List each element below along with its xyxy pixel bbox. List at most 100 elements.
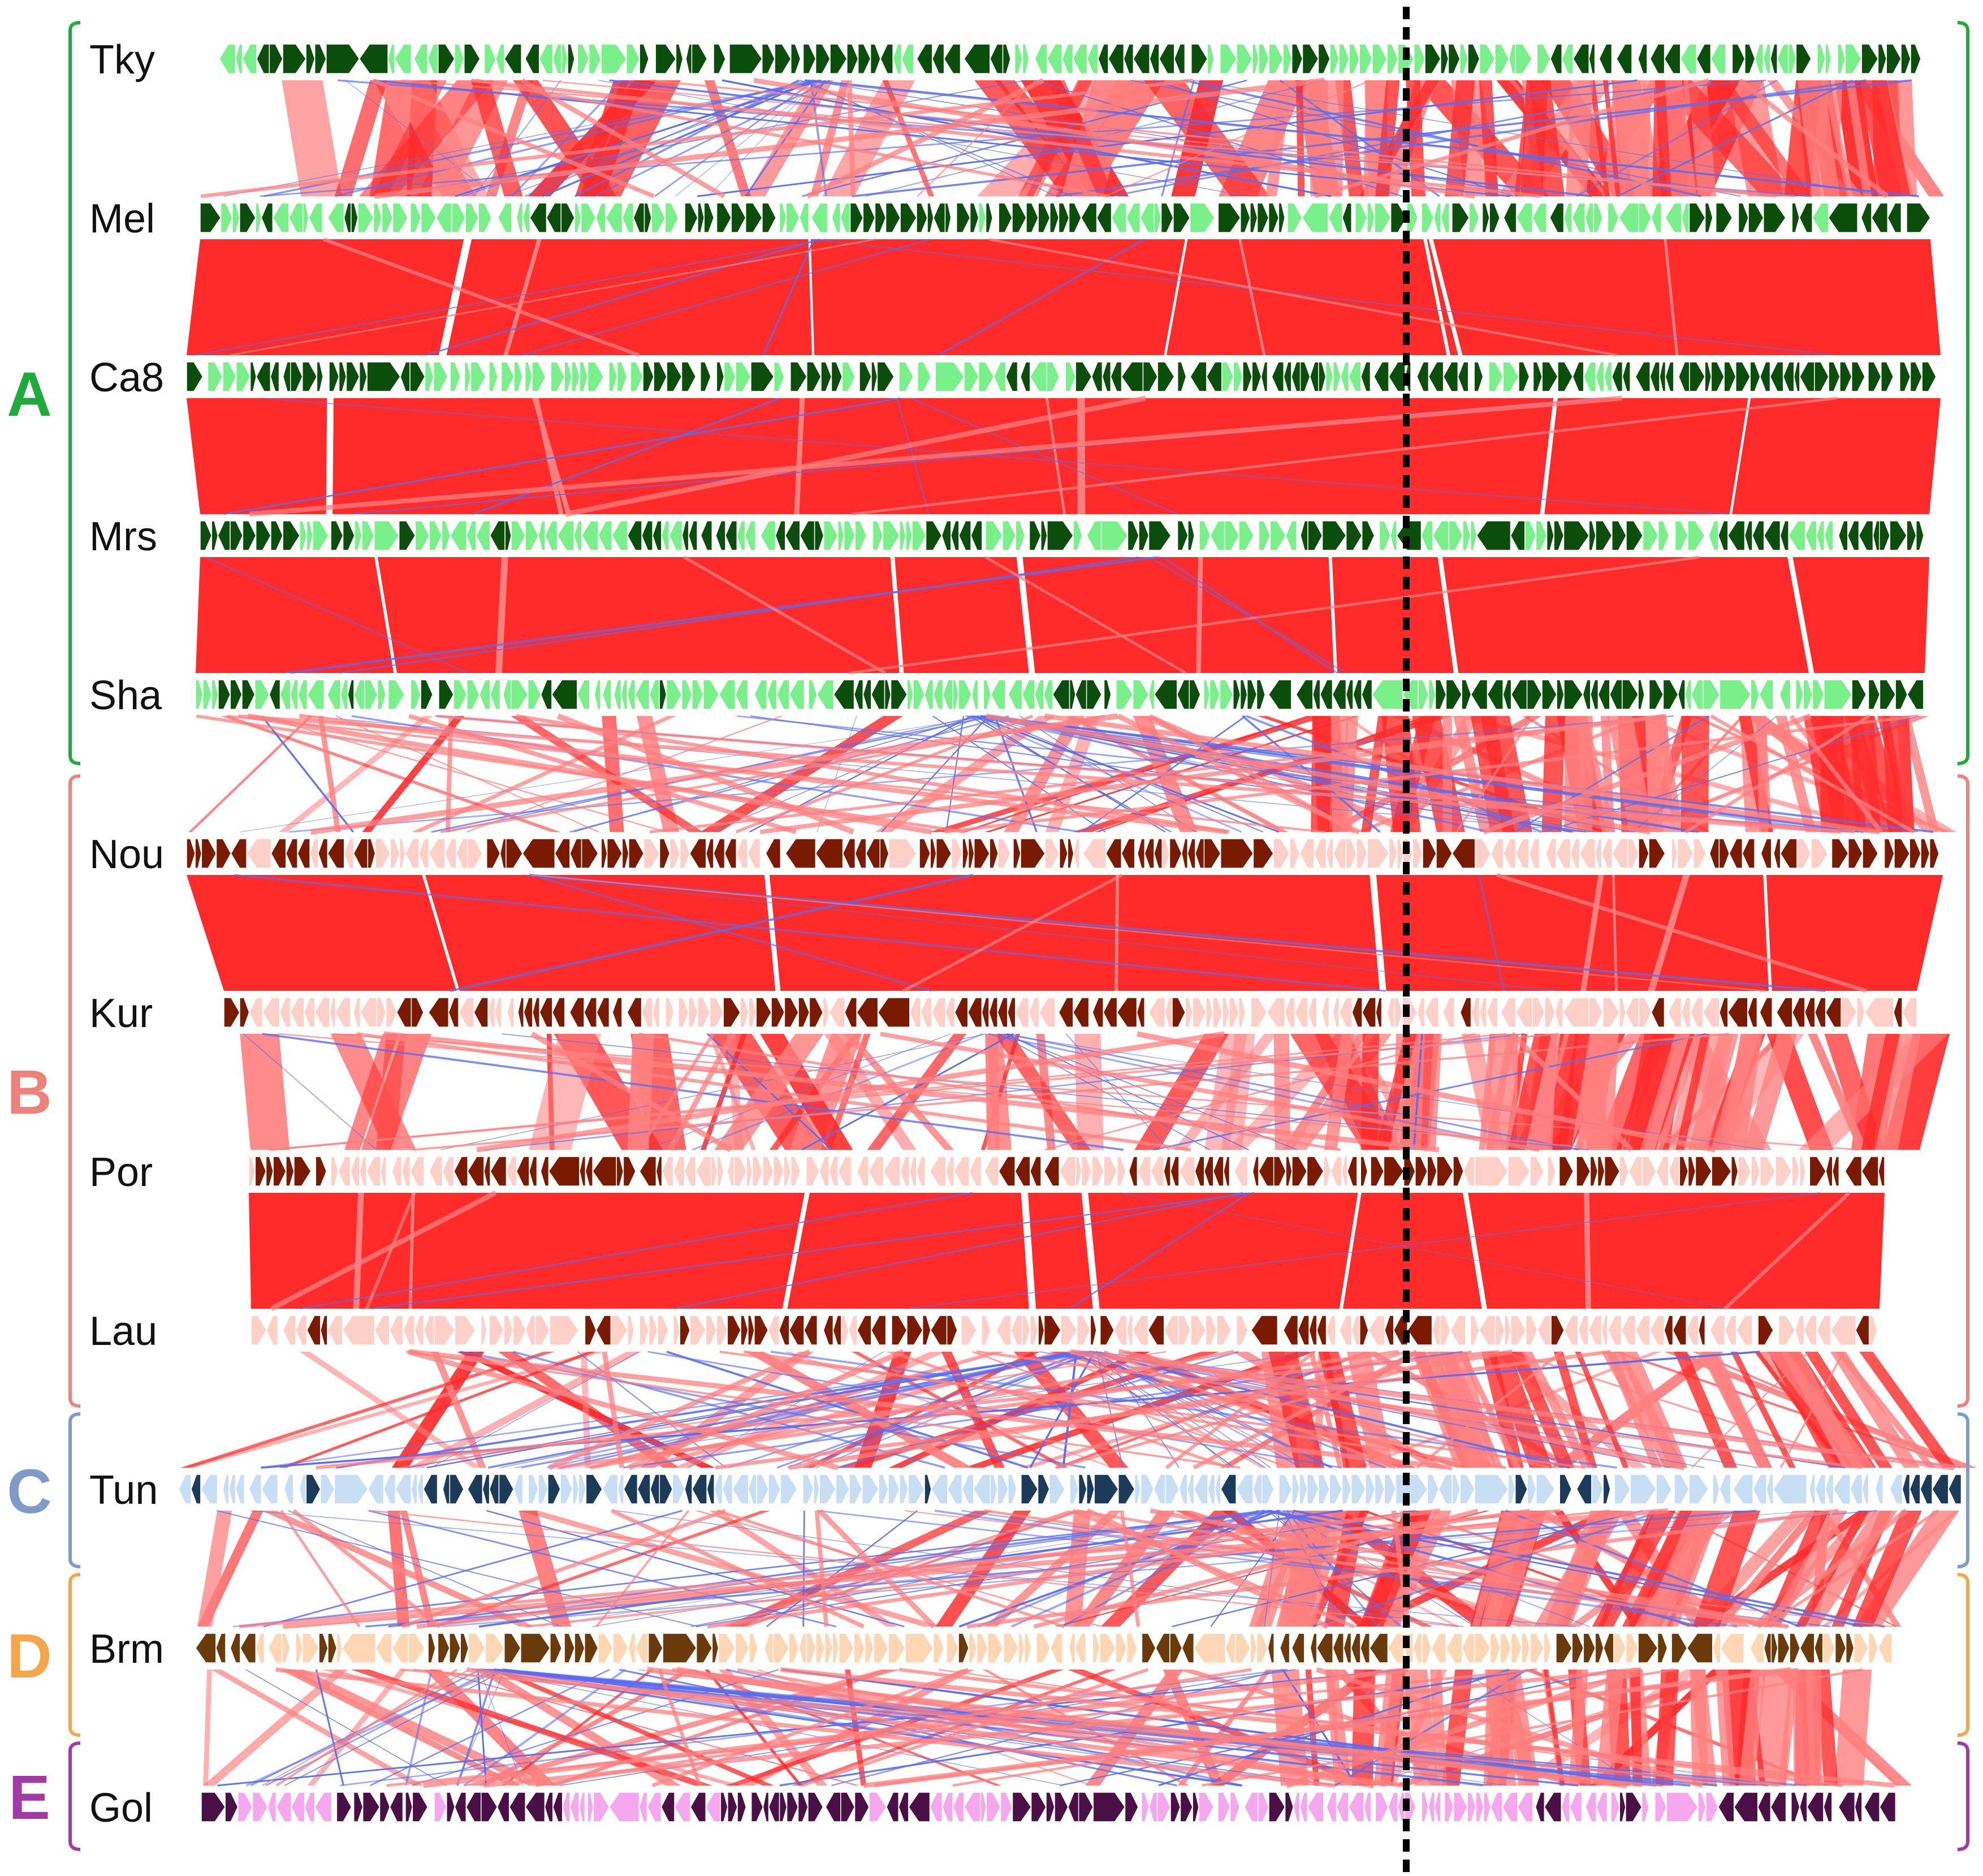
gene-arrow <box>387 44 395 74</box>
gene-arrow <box>1536 1315 1552 1345</box>
collinear-gap <box>1540 398 1558 514</box>
gene-arrow <box>830 44 848 74</box>
gene-arrow <box>911 520 927 551</box>
rearrangement-link <box>737 1668 1386 1787</box>
gene-arrow <box>899 520 906 551</box>
collinear-gap <box>1016 557 1035 673</box>
gene-arrow <box>832 1633 840 1663</box>
gene-arrow <box>1040 520 1048 551</box>
gene-arrow <box>1029 520 1042 551</box>
gene-arrow <box>1336 1792 1349 1822</box>
gene-arrow <box>375 1633 392 1663</box>
gene-arrow <box>1217 1792 1231 1822</box>
gene-arrow <box>417 1474 424 1504</box>
gene-arrow <box>1209 520 1225 551</box>
gene-arrow <box>750 361 775 392</box>
gene-arrow <box>373 520 400 551</box>
gene-arrow <box>627 520 642 551</box>
gene-arrow <box>1555 838 1571 869</box>
inversion-link <box>223 397 901 515</box>
gene-arrow <box>1353 679 1362 710</box>
gene-arrow <box>1049 1633 1063 1663</box>
gene-arrow <box>1788 520 1806 551</box>
gene-arrow <box>1481 202 1490 233</box>
gene-arrow <box>848 1315 858 1345</box>
gene-arrow <box>1630 1474 1657 1504</box>
gene-arrow <box>1003 1633 1019 1663</box>
gene-arrow <box>1325 1315 1336 1345</box>
gene-arrow <box>1510 679 1528 710</box>
gene-arrow <box>191 1474 201 1504</box>
gene-arrow <box>1283 361 1292 392</box>
gene-arrow <box>532 361 546 392</box>
rearrangement-link <box>1756 1508 1908 1629</box>
gene-arrow <box>1864 997 1894 1028</box>
inversion-link <box>240 715 991 833</box>
inversion-link <box>1062 1351 1078 1468</box>
gene-arrow <box>569 838 582 869</box>
gene-arrow <box>969 202 979 233</box>
gene-arrow <box>1026 202 1039 233</box>
inversion-link <box>1617 79 1854 197</box>
gene-arrow <box>1132 679 1150 710</box>
rearrangement-link <box>466 715 782 833</box>
gene-arrow <box>334 1474 369 1504</box>
inversion-link <box>450 874 973 992</box>
gene-arrow <box>929 1156 947 1187</box>
gene-arrow <box>435 202 452 233</box>
rearrangement-link <box>972 1351 1289 1469</box>
gene-arrow <box>248 1474 262 1504</box>
inversion-link <box>674 1192 1243 1310</box>
gene-arrow <box>1390 202 1407 233</box>
gene-arrow <box>891 1315 908 1345</box>
gene-arrow <box>713 44 726 74</box>
gene-arrow <box>304 1792 316 1822</box>
gene-arrow <box>1019 361 1031 392</box>
gene-arrow <box>351 202 358 233</box>
gene-arrow <box>1487 679 1504 710</box>
gene-arrow <box>1134 1474 1142 1504</box>
gene-arrow <box>330 520 344 551</box>
gene-arrow <box>997 1474 1009 1504</box>
gene-arrow <box>1282 44 1293 74</box>
gene-arrow <box>1126 1633 1138 1663</box>
gene-arrow <box>1029 1315 1039 1345</box>
rearrangement-link <box>668 1032 735 1152</box>
gene-arrow <box>1825 1156 1833 1187</box>
gene-arrow <box>1947 1474 1962 1504</box>
inversion-link <box>283 557 1155 674</box>
gene-arrow <box>327 1633 338 1663</box>
gene-arrow <box>1142 361 1159 392</box>
inversion-link <box>1268 1510 1402 1627</box>
gene-arrow <box>567 44 575 74</box>
gene-arrow <box>1807 1792 1824 1822</box>
gene-arrow <box>438 679 454 710</box>
gene-arrow <box>1073 520 1083 551</box>
gene-arrow <box>1779 679 1791 710</box>
gene-arrow <box>476 520 491 551</box>
gene-arrow <box>1187 520 1195 551</box>
gene-arrow <box>637 1474 651 1504</box>
gene-arrow <box>581 520 599 551</box>
gene-arrow <box>1299 838 1315 869</box>
gene-arrow <box>1812 679 1825 710</box>
gene-arrow <box>1474 361 1484 392</box>
gene-arrow <box>1081 1156 1092 1187</box>
gene-arrow <box>508 1792 526 1822</box>
gene-arrow <box>953 1156 970 1187</box>
gene-arrow <box>1349 44 1360 74</box>
gene-arrow <box>410 679 421 710</box>
gene-arrow <box>442 1156 455 1187</box>
inversion-link <box>487 1669 1493 1786</box>
gene-arrow <box>998 1156 1016 1187</box>
gene-arrow <box>1440 202 1450 233</box>
gene-arrow <box>230 1633 241 1663</box>
collinear-band <box>1712 80 1812 196</box>
gene-arrow <box>552 1792 563 1822</box>
gene-arrow <box>1839 361 1852 392</box>
collinear-band <box>1361 716 1388 832</box>
gene-arrow <box>1043 1315 1061 1345</box>
gene-arrow <box>1576 1156 1591 1187</box>
gene-arrow <box>1775 1156 1792 1187</box>
gene-arrow <box>1696 44 1712 74</box>
